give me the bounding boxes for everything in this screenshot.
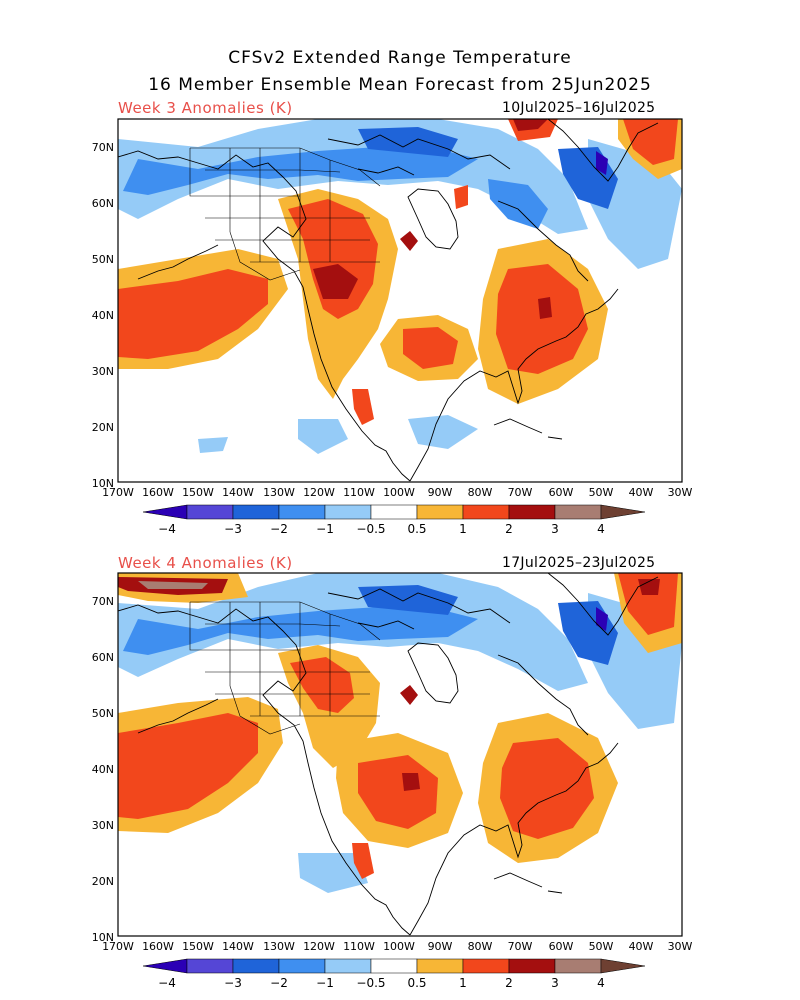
colorbar-label: −3 — [224, 976, 242, 990]
week4-map — [117, 572, 683, 937]
lon-label: 150W — [182, 940, 214, 953]
week3-label: Week 3 Anomalies (K) — [118, 99, 293, 117]
lat-label: 60N — [92, 651, 114, 664]
colorbar-label: 3 — [551, 522, 559, 536]
lon-label: 120W — [303, 940, 335, 953]
colorbar-label: 2 — [505, 976, 513, 990]
lon-label: 160W — [142, 940, 174, 953]
lat-label: 50N — [92, 253, 114, 266]
lat-label: 70N — [92, 141, 114, 154]
lon-label: 110W — [343, 486, 375, 499]
lon-label: 40W — [629, 486, 654, 499]
lon-label: 50W — [589, 940, 614, 953]
title-line-2: 16 Member Ensemble Mean Forecast from 25… — [148, 75, 652, 95]
week4-colorbar: −4 −3 −2 −1 −0.5 0.5 1 2 3 4 — [142, 958, 646, 990]
colorbar-label: 3 — [551, 976, 559, 990]
lat-label: 30N — [92, 819, 114, 832]
lon-label: 150W — [182, 486, 214, 499]
week3-lon-labels: 170W 160W 150W 140W 130W 120W 110W 100W … — [102, 486, 692, 499]
lat-label: 50N — [92, 707, 114, 720]
lon-label: 170W — [102, 486, 134, 499]
week3-map — [117, 118, 683, 483]
colorbar-label: 4 — [597, 976, 605, 990]
lon-label: 100W — [383, 486, 415, 499]
lat-label: 40N — [92, 309, 114, 322]
lat-label: 60N — [92, 197, 114, 210]
lon-label: 60W — [549, 940, 574, 953]
colorbar-label: −2 — [270, 522, 288, 536]
lon-label: 90W — [428, 940, 453, 953]
title-line-1: CFSv2 Extended Range Temperature — [228, 48, 572, 68]
lon-label: 30W — [668, 486, 693, 499]
colorbar-label: −1 — [316, 976, 334, 990]
colorbar-label: 2 — [505, 522, 513, 536]
week3-lat-labels: 70N 60N 50N 40N 30N 20N 10N — [92, 141, 114, 490]
lon-label: 60W — [549, 486, 574, 499]
colorbar-label: −4 — [158, 522, 176, 536]
week4-date-range: 17Jul2025–23Jul2025 — [502, 555, 656, 571]
week3-date-range: 10Jul2025–16Jul2025 — [502, 100, 656, 116]
lon-label: 50W — [589, 486, 614, 499]
colorbar-label: 1 — [459, 976, 467, 990]
lon-label: 80W — [468, 940, 493, 953]
week4-lat-labels: 70N 60N 50N 40N 30N 20N 10N — [92, 595, 114, 944]
lat-label: 20N — [92, 421, 114, 434]
lat-label: 70N — [92, 595, 114, 608]
lon-label: 170W — [102, 940, 134, 953]
lon-label: 80W — [468, 486, 493, 499]
lon-label: 100W — [383, 940, 415, 953]
lon-label: 40W — [629, 940, 654, 953]
colorbar-label: 0.5 — [407, 976, 426, 990]
lon-label: 110W — [343, 940, 375, 953]
lon-label: 130W — [263, 940, 295, 953]
colorbar-label: −0.5 — [356, 976, 385, 990]
week3-colorbar: −4 −3 −2 −1 −0.5 0.5 1 2 3 4 — [142, 504, 646, 536]
colorbar-label: 1 — [459, 522, 467, 536]
colorbar-label: −1 — [316, 522, 334, 536]
lon-label: 160W — [142, 486, 174, 499]
week4-label: Week 4 Anomalies (K) — [118, 554, 293, 572]
lon-label: 70W — [508, 940, 533, 953]
lon-label: 140W — [222, 940, 254, 953]
lon-label: 90W — [428, 486, 453, 499]
lon-label: 30W — [668, 940, 693, 953]
colorbar-label: −2 — [270, 976, 288, 990]
lat-label: 40N — [92, 763, 114, 776]
colorbar-label: 4 — [597, 522, 605, 536]
colorbar-label: 0.5 — [407, 522, 426, 536]
lat-label: 20N — [92, 875, 114, 888]
lon-label: 70W — [508, 486, 533, 499]
week4-lon-labels: 170W 160W 150W 140W 130W 120W 110W 100W … — [102, 940, 692, 953]
lat-label: 10N — [92, 931, 114, 944]
colorbar-label: −3 — [224, 522, 242, 536]
lon-label: 120W — [303, 486, 335, 499]
colorbar-label: −4 — [158, 976, 176, 990]
lat-label: 10N — [92, 477, 114, 490]
lat-label: 30N — [92, 365, 114, 378]
colorbar-label: −0.5 — [356, 522, 385, 536]
lon-label: 140W — [222, 486, 254, 499]
lon-label: 130W — [263, 486, 295, 499]
